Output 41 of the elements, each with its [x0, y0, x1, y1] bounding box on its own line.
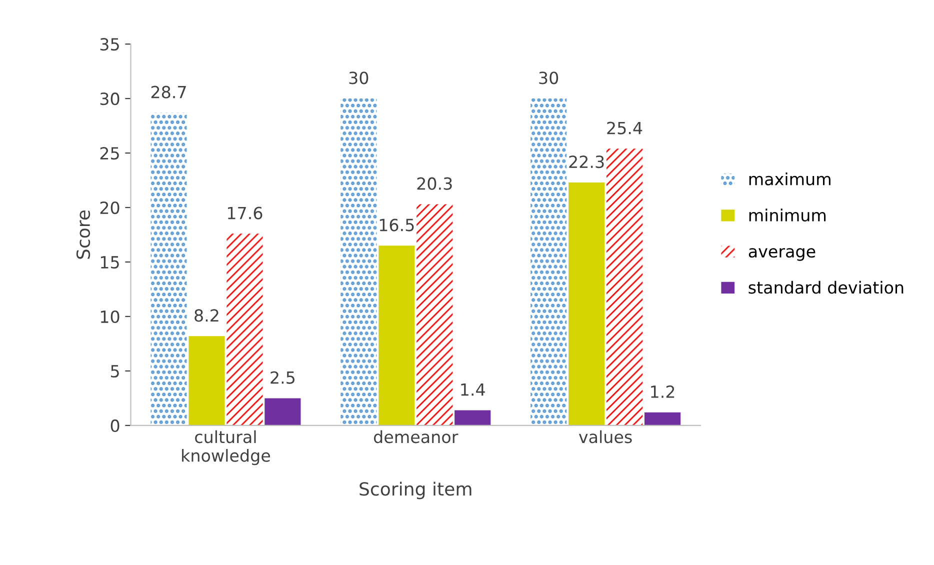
data-label: 8.2: [194, 309, 218, 322]
y-tick-label: 30: [100, 92, 120, 106]
data-label: 28.7: [151, 86, 186, 98]
bar: [188, 336, 225, 426]
bar: [530, 98, 567, 426]
y-axis-title: Score: [76, 210, 90, 259]
data-label: 1.2: [651, 385, 674, 398]
data-label: 2.5: [270, 371, 294, 384]
data-label: 22.3: [569, 156, 604, 168]
bar: [606, 148, 643, 426]
data-label: 30: [539, 72, 558, 84]
x-tick-label: values: [578, 430, 632, 444]
data-label: 16.5: [380, 218, 414, 232]
x-tick-label: cultural knowledge: [182, 430, 270, 466]
data-label: 25.4: [607, 122, 642, 134]
legend-label: average: [748, 248, 816, 261]
bar: [378, 246, 415, 426]
bar: [264, 398, 301, 426]
x-tick-label: demeanor: [374, 430, 458, 444]
y-tick-label: 35: [100, 38, 119, 51]
bar: [150, 112, 187, 426]
data-label: 20.3: [417, 177, 452, 190]
bar: [644, 412, 681, 426]
data-label: 1.4: [461, 383, 485, 396]
bar: [568, 182, 605, 426]
data-label: 30: [349, 72, 368, 84]
y-tick-label: 15: [100, 256, 119, 269]
y-tick-label: 0: [110, 419, 120, 432]
y-tick-label: 20: [100, 201, 120, 214]
bar: [226, 234, 263, 426]
y-tick-label: 10: [100, 310, 120, 324]
legend-label: maximum: [749, 172, 830, 186]
data-label: 17.6: [228, 206, 262, 220]
x-axis-title: Scoring item: [360, 482, 472, 500]
legend-label: minimum: [749, 208, 826, 222]
bar: [340, 98, 377, 426]
legend-label: standard deviation: [748, 280, 904, 294]
y-tick-label: 5: [111, 365, 119, 378]
y-tick-label: 25: [100, 146, 119, 160]
bar: [454, 410, 491, 426]
bar: [416, 204, 453, 426]
